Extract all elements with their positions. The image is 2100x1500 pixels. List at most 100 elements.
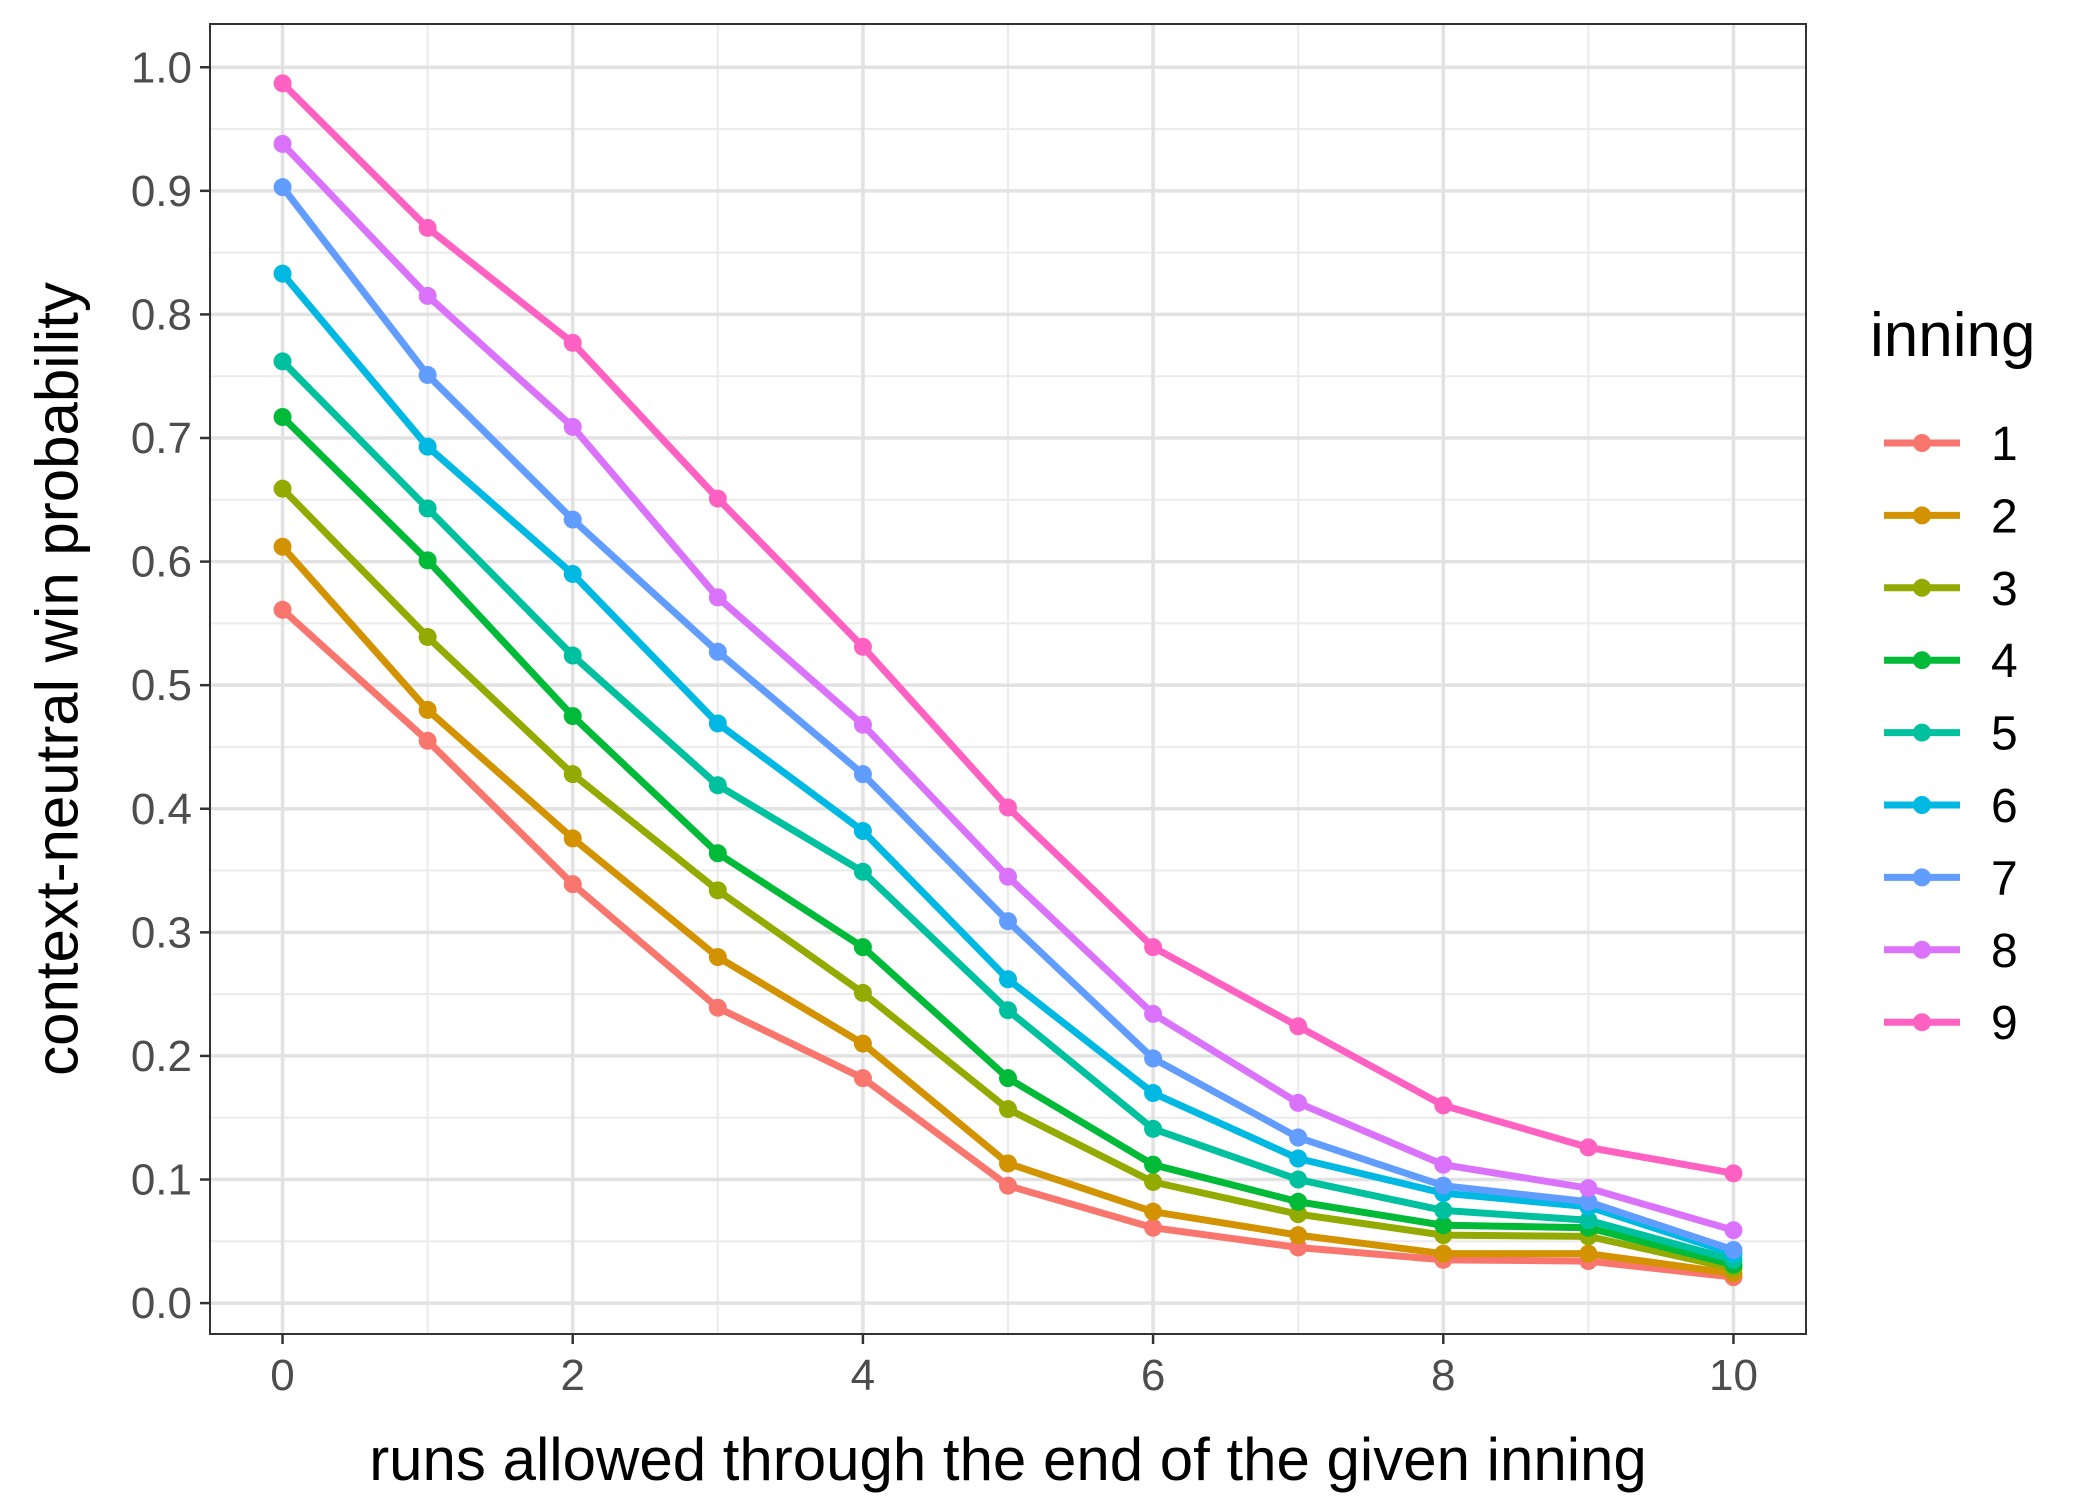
legend-key-point [1913, 506, 1931, 525]
x-tick-label: 10 [1709, 1351, 1758, 1400]
legend-title: inning [1870, 301, 2035, 370]
data-point [853, 765, 872, 784]
data-point [563, 765, 582, 784]
series-5 [273, 352, 1743, 1269]
data-point [853, 822, 872, 841]
data-point [708, 714, 727, 733]
data-point [1144, 1202, 1163, 1221]
data-point [563, 875, 582, 894]
y-tick-label: 1.0 [131, 43, 192, 92]
data-point [1289, 1226, 1308, 1245]
data-point [273, 134, 292, 153]
data-point [1434, 1216, 1453, 1235]
data-point [563, 417, 582, 436]
data-point [1724, 1164, 1743, 1183]
data-point [999, 1001, 1017, 1020]
y-tick-label: 0.5 [131, 661, 192, 710]
data-point [1289, 1128, 1308, 1147]
data-point [1724, 1221, 1743, 1240]
data-point [708, 881, 727, 900]
data-point [853, 1034, 872, 1053]
legend-label: 4 [1991, 635, 2018, 688]
legend-key-9 [1884, 1013, 1960, 1032]
data-point [1289, 1093, 1308, 1112]
data-point [999, 1176, 1017, 1195]
data-point [1434, 1176, 1453, 1195]
legend-key-point [1913, 796, 1931, 814]
data-point [273, 74, 292, 93]
legend-label: 3 [1991, 563, 2018, 616]
data-point [273, 600, 292, 619]
data-point [418, 437, 437, 456]
legend-key-5 [1884, 723, 1960, 742]
data-point [418, 365, 437, 384]
legend-key-3 [1884, 578, 1960, 597]
data-point [1579, 1244, 1598, 1263]
data-point [1144, 1155, 1163, 1174]
data-point [1144, 938, 1163, 957]
panel-border [209, 23, 1807, 1335]
legend-key-4 [1884, 651, 1960, 670]
data-point [1289, 1017, 1308, 1036]
data-point [1289, 1205, 1308, 1224]
legend-key-point [1913, 578, 1931, 597]
data-point [708, 948, 727, 967]
data-point [1579, 1179, 1598, 1198]
data-point [563, 564, 582, 583]
legend-key-1 [1884, 434, 1960, 452]
data-point [1289, 1170, 1308, 1189]
legend-key-point [1913, 1013, 1931, 1032]
x-tick-label: 2 [560, 1351, 584, 1400]
legend: inning 1 2 3 4 5 6 7 8 9 [1870, 301, 2035, 1050]
data-point [999, 1154, 1017, 1173]
ticks-layer: 0 2 4 6 8 10 0.0 0.1 0.2 0.3 0.4 0.5 0.6 0.7 0.8 0.9 1.0 [131, 43, 1758, 1400]
y-tick-label: 0.8 [131, 290, 192, 339]
data-point [999, 1100, 1017, 1119]
x-tick-label: 4 [851, 1351, 875, 1400]
data-point [563, 707, 582, 726]
data-point [418, 286, 437, 305]
legend-key-6 [1884, 796, 1960, 814]
data-point [273, 479, 292, 498]
data-point [1144, 1172, 1163, 1191]
data-point [1434, 1096, 1453, 1115]
y-tick-label: 0.0 [131, 1279, 192, 1328]
legend-label: 7 [1991, 852, 2018, 905]
data-point [708, 776, 727, 795]
data-point [1144, 1004, 1163, 1023]
data-point [1434, 1244, 1453, 1263]
data-point [853, 938, 872, 957]
series-7 [273, 178, 1743, 1259]
series-layer [273, 74, 1743, 1287]
legend-label: 9 [1991, 997, 2018, 1050]
data-point [999, 798, 1017, 817]
data-point [418, 218, 437, 237]
legend-label: 1 [1991, 418, 2018, 471]
series-1 [273, 600, 1743, 1287]
data-point [1144, 1119, 1163, 1138]
y-tick-label: 0.2 [131, 1032, 192, 1081]
data-point [418, 731, 437, 750]
data-point [853, 1069, 872, 1088]
x-tick-label: 0 [270, 1351, 294, 1400]
data-point [273, 352, 292, 371]
data-point [999, 1069, 1017, 1088]
data-point [563, 829, 582, 848]
data-point [418, 627, 437, 646]
data-point [1144, 1049, 1163, 1068]
data-point [418, 499, 437, 518]
data-point [853, 983, 872, 1002]
data-point [708, 489, 727, 508]
y-tick-label: 0.7 [131, 414, 192, 463]
data-point [1579, 1138, 1598, 1157]
data-point [1289, 1192, 1308, 1211]
data-point [708, 998, 727, 1017]
x-tick-label: 6 [1141, 1351, 1165, 1400]
data-point [708, 642, 727, 661]
data-point [563, 646, 582, 665]
data-point [273, 537, 292, 556]
data-point [273, 178, 292, 197]
data-point [853, 637, 872, 656]
data-point [1579, 1192, 1598, 1211]
